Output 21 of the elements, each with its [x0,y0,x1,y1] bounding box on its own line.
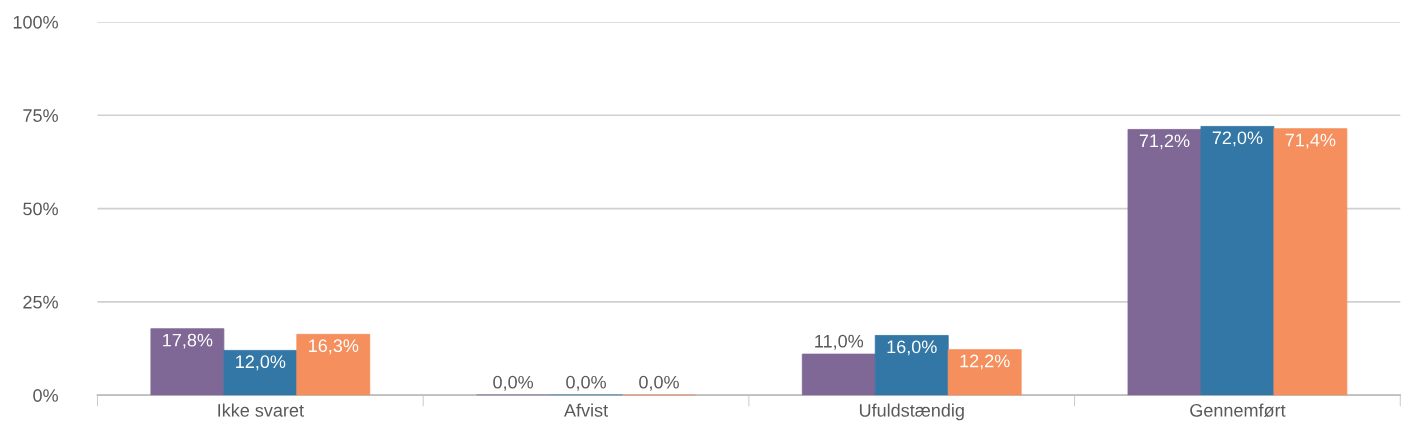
data-label: 0,0% [566,375,606,391]
y-tick-label: 75% [23,109,58,122]
data-label: 17,8% [163,333,213,349]
x-tick-label: Ikke svaret [218,403,304,417]
data-label: 72,0% [1212,131,1263,147]
x-tick-label: Ufuldstændig [859,403,964,421]
y-tick-label: 50% [23,202,58,216]
data-label: 12,0% [236,355,286,371]
x-tick-label: Gennemført [1190,403,1286,417]
data-label: 0,0% [493,375,534,391]
data-label: 11,0% [815,334,864,350]
data-label: 0,0% [639,375,679,391]
data-label: 71,4% [1285,133,1336,149]
y-tick-label: 25% [23,295,58,309]
data-label: 71,2% [1139,134,1190,150]
x-tick-label: Afvist [564,403,608,417]
data-label: 12,2% [960,354,1010,370]
y-tick-label: 100% [13,15,58,29]
data-label: 16,3% [309,339,359,355]
data-label: 16,0% [887,340,937,356]
y-tick-label: 0% [33,389,58,402]
